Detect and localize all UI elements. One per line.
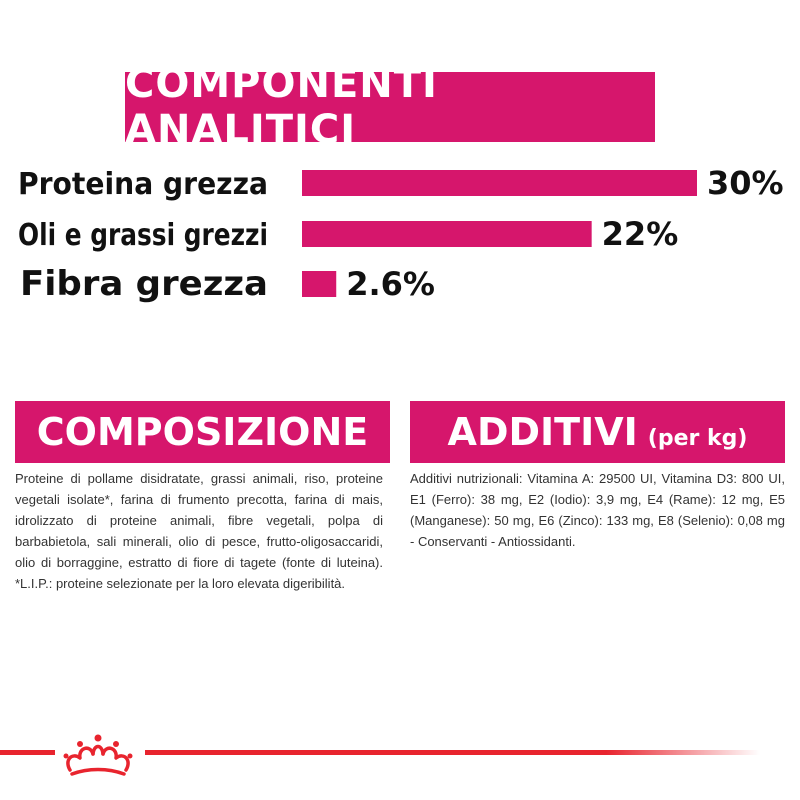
bar (302, 170, 697, 196)
bar (302, 271, 337, 297)
value-label: 22% (602, 215, 679, 253)
crown-icon (63, 734, 133, 776)
analytical-title-banner: COMPONENTI ANALITICI (125, 61, 655, 153)
additives-unit: (per kg) (647, 425, 748, 451)
value-label: 2.6% (346, 265, 435, 303)
composition-title: COMPOSIZIONE (36, 410, 369, 454)
additives-title: ADDITIVI (447, 410, 638, 454)
composition-text: Proteine di pollame disidratate, grassi … (15, 471, 383, 591)
category-label: Oli e grassi grezzi (18, 218, 268, 253)
footer-line (145, 750, 760, 755)
footer-line-left (0, 750, 55, 755)
additives-text: Additivi nutrizionali: Vitamina A: 29500… (410, 471, 785, 549)
composition-header: COMPOSIZIONE (15, 401, 390, 463)
analytical-title: COMPONENTI ANALITICI (125, 61, 438, 153)
value-label: 30% (707, 164, 784, 202)
category-label: Proteina grezza (18, 167, 268, 202)
analytical-bar-chart: Proteina grezza 30% Oli e grassi grezzi 22%… (18, 164, 784, 304)
bar (302, 221, 592, 247)
additives-header: ADDITIVI (per kg) (410, 401, 785, 463)
category-label: Fibra grezza (20, 264, 268, 304)
